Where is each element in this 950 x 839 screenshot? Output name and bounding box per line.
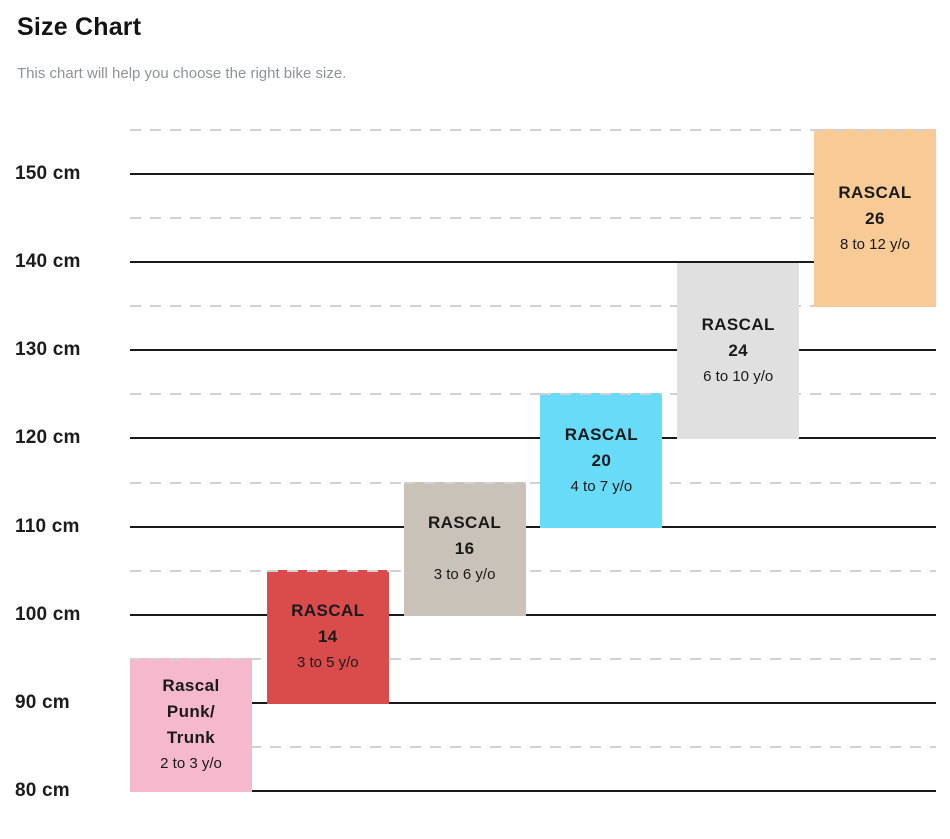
bar-rascal-16: RASCAL 16 3 to 6 y/o <box>403 481 526 616</box>
gridline-minor-135cm <box>130 305 936 308</box>
bar-name-line: Punk/ <box>166 702 216 722</box>
bar-name-line: Trunk <box>166 728 216 748</box>
bar-name-line: RASCAL <box>838 182 912 202</box>
bar-name-line: 24 <box>728 340 749 360</box>
bar-name-line: 20 <box>591 450 612 470</box>
gridline-minor-155cm <box>130 129 936 131</box>
bar-rascal-24: RASCAL 24 6 to 10 y/o <box>677 261 800 440</box>
bar-name-line: RASCAL <box>701 314 775 334</box>
bar-age-label: 6 to 10 y/o <box>703 367 774 385</box>
tick-label-130cm: 130 cm <box>15 339 81 361</box>
bar-rascal-26: RASCAL 26 8 to 12 y/o <box>814 129 936 308</box>
bar-age-label: 3 to 6 y/o <box>433 566 496 584</box>
bar-name-line: 14 <box>317 627 338 647</box>
tick-label-140cm: 140 cm <box>15 251 81 273</box>
tick-label-90cm: 90 cm <box>15 691 70 713</box>
bar-name-line: 16 <box>454 539 475 559</box>
bar-name-line: RASCAL <box>427 513 502 533</box>
gridline-minor-125cm <box>130 393 936 396</box>
gridline-major-100cm <box>130 613 936 616</box>
gridline-major-110cm <box>130 525 936 528</box>
bar-name-line: Rascal <box>162 676 220 696</box>
tick-label-100cm: 100 cm <box>15 603 81 625</box>
bar-name-line: RASCAL <box>291 601 365 621</box>
gridline-minor-145cm <box>130 217 936 220</box>
bar-age-label: 3 to 5 y/o <box>296 654 359 672</box>
page-subtitle: This chart will help you choose the righ… <box>17 65 347 82</box>
gridline-major-150cm <box>130 173 936 176</box>
gridline-major-90cm <box>130 701 936 704</box>
bar-rascal-20: RASCAL 20 4 to 7 y/o <box>540 393 663 528</box>
gridline-major-130cm <box>130 349 936 352</box>
gridline-major-80cm <box>130 790 936 792</box>
gridline-minor-105cm <box>130 569 936 572</box>
gridline-minor-85cm <box>130 745 936 748</box>
tick-label-150cm: 150 cm <box>15 163 81 185</box>
bar-name-line: RASCAL <box>564 424 638 444</box>
bar-name-line: 26 <box>865 208 885 228</box>
tick-label-80cm: 80 cm <box>15 780 70 801</box>
bar-age-label: 2 to 3 y/o <box>160 755 222 773</box>
tick-label-110cm: 110 cm <box>15 515 80 537</box>
page-title: Size Chart <box>17 13 142 41</box>
bar-age-label: 8 to 12 y/o <box>839 235 911 253</box>
bar-rascal-punk-trunk: Rascal Punk/Trunk 2 to 3 y/o <box>130 657 252 792</box>
tick-label-120cm: 120 cm <box>15 427 81 449</box>
gridline-minor-115cm <box>130 481 936 484</box>
bar-age-label: 4 to 7 y/o <box>570 477 633 495</box>
gridline-major-120cm <box>130 437 936 440</box>
gridline-minor-95cm <box>130 657 936 660</box>
gridline-major-140cm <box>130 261 936 264</box>
bar-rascal-14: RASCAL 14 3 to 5 y/o <box>266 569 389 704</box>
